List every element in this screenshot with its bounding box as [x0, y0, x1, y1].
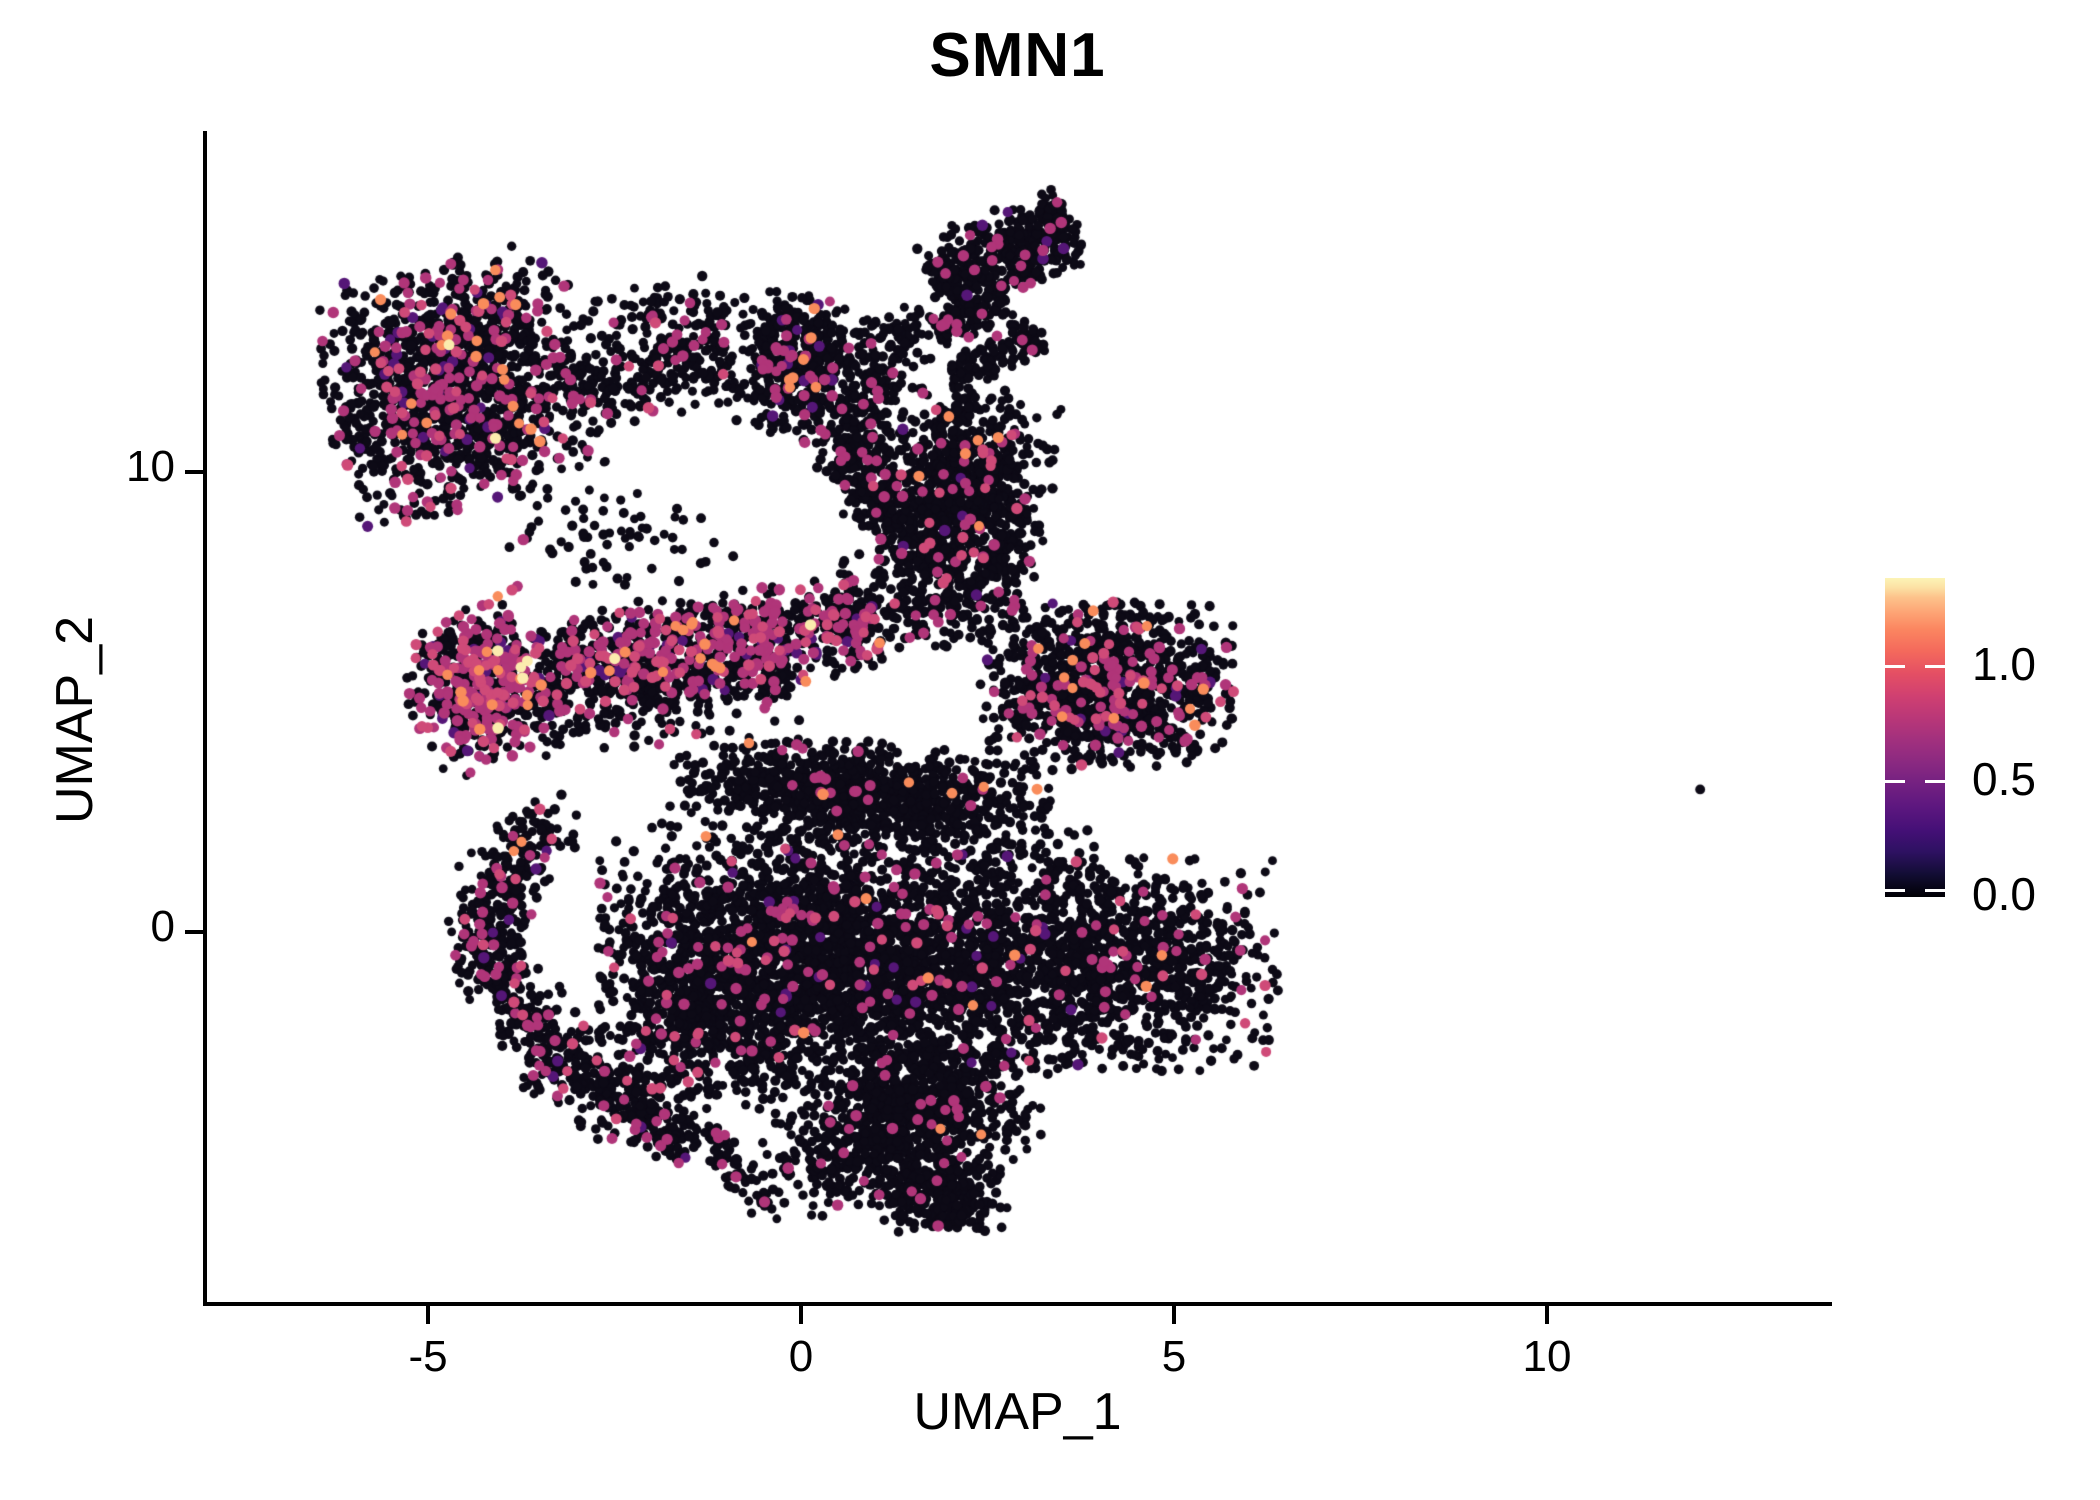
- x-tick-mark: [1172, 1306, 1176, 1324]
- colorbar-tick-label: 0.0: [1972, 868, 2036, 920]
- colorbar-gradient: [1885, 578, 1945, 897]
- colorbar-tick-label: 0.5: [1972, 753, 2036, 805]
- x-axis-line: [203, 1302, 1832, 1306]
- y-tick-label: 10: [126, 442, 175, 491]
- y-tick-mark: [185, 930, 203, 934]
- x-axis-title: UMAP_1: [913, 1383, 1122, 1441]
- y-axis-line: [203, 131, 207, 1306]
- colorbar-tick-mark: [1885, 665, 1905, 668]
- x-tick-mark: [426, 1306, 430, 1324]
- colorbar-tick-mark: [1885, 780, 1905, 783]
- x-tick-label: -5: [408, 1332, 448, 1381]
- x-tick-label: 10: [1522, 1332, 1572, 1381]
- x-tick-label: 5: [1161, 1332, 1187, 1381]
- colorbar-tick-label: 1.0: [1972, 638, 2036, 690]
- colorbar-tick-mark: [1925, 780, 1945, 783]
- y-tick-mark: [185, 470, 203, 474]
- chart-title: SMN1: [929, 21, 1106, 90]
- x-tick-label: 0: [788, 1332, 814, 1381]
- x-tick-mark: [799, 1306, 803, 1324]
- y-tick-label: 0: [150, 902, 175, 951]
- x-tick-mark: [1545, 1306, 1549, 1324]
- colorbar-tick-mark: [1885, 889, 1905, 892]
- colorbar-tick-mark: [1925, 665, 1945, 668]
- y-axis-title: UMAP_2: [46, 615, 104, 825]
- colorbar-tick-mark: [1925, 889, 1945, 892]
